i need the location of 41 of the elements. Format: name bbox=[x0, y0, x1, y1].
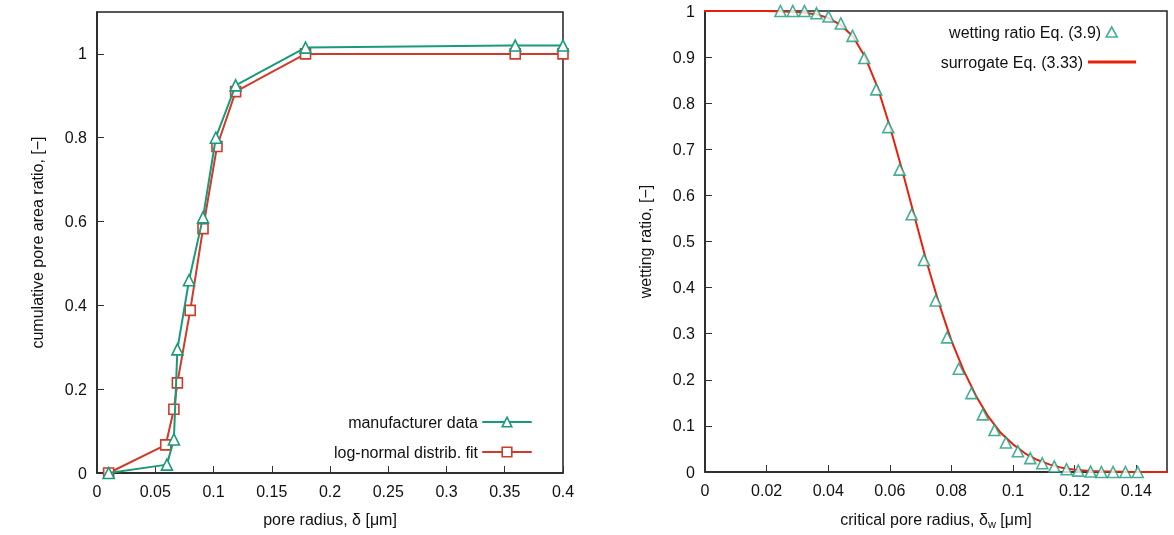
x-tick-label: 0.15 bbox=[256, 482, 288, 500]
x-tick-label: 0 bbox=[92, 482, 102, 500]
x-tick-label: 0.05 bbox=[139, 482, 171, 500]
y-axis-title: cumulative pore area ratio, [−] bbox=[28, 136, 46, 349]
y-tick-label: 0.6 bbox=[64, 213, 88, 231]
x-tick-label: 0.06 bbox=[874, 481, 906, 499]
y-tick-label: 0.4 bbox=[672, 279, 696, 297]
legend-label: log-normal distrib. fit bbox=[333, 443, 479, 461]
legend-label: manufacturer data bbox=[348, 413, 479, 431]
y-tick-label: 0.8 bbox=[672, 94, 696, 112]
x-tick-label: 0.1 bbox=[1001, 481, 1025, 499]
x-tick-label: 0.4 bbox=[551, 482, 575, 500]
x-tick-label: 0.1 bbox=[202, 482, 225, 500]
y-tick-label: 0.8 bbox=[64, 129, 88, 147]
y-tick-label: 0.2 bbox=[672, 371, 696, 389]
y-tick-label: 0.9 bbox=[672, 48, 696, 66]
x-tick-label: 0 bbox=[700, 481, 710, 499]
y-tick-label: 0.2 bbox=[64, 380, 88, 398]
x-tick-label: 0.35 bbox=[489, 482, 521, 500]
x-tick-label: 0.02 bbox=[751, 481, 783, 499]
y-tick-label: 0 bbox=[78, 464, 88, 482]
x-tick-label: 0.3 bbox=[435, 482, 458, 500]
y-tick-label: 1 bbox=[686, 2, 696, 20]
legend-label: wetting ratio Eq. (3.9) bbox=[948, 23, 1102, 41]
x-tick-label: 0.25 bbox=[372, 482, 404, 500]
x-tick-label: 0.08 bbox=[935, 481, 968, 499]
y-tick-label: 0.1 bbox=[672, 417, 696, 435]
x-tick-label: 0.2 bbox=[318, 482, 342, 500]
x-tick-label: 0.14 bbox=[1120, 481, 1152, 499]
y-axis-title: wetting ratio, [−] bbox=[636, 184, 654, 300]
y-tick-label: 0.4 bbox=[64, 296, 88, 314]
x-axis-title: pore radius, δ [μm] bbox=[263, 510, 397, 528]
y-tick-label: 0.3 bbox=[672, 325, 696, 343]
legend-label: surrogate Eq. (3.33) bbox=[940, 53, 1083, 71]
y-tick-label: 0.5 bbox=[672, 233, 696, 250]
y-tick-label: 1 bbox=[78, 45, 88, 63]
y-tick-label: 0 bbox=[686, 463, 696, 481]
x-tick-label: 0.04 bbox=[812, 481, 844, 499]
y-tick-label: 0.6 bbox=[672, 186, 696, 204]
y-tick-label: 0.7 bbox=[672, 140, 696, 158]
x-tick-label: 0.12 bbox=[1059, 481, 1091, 499]
